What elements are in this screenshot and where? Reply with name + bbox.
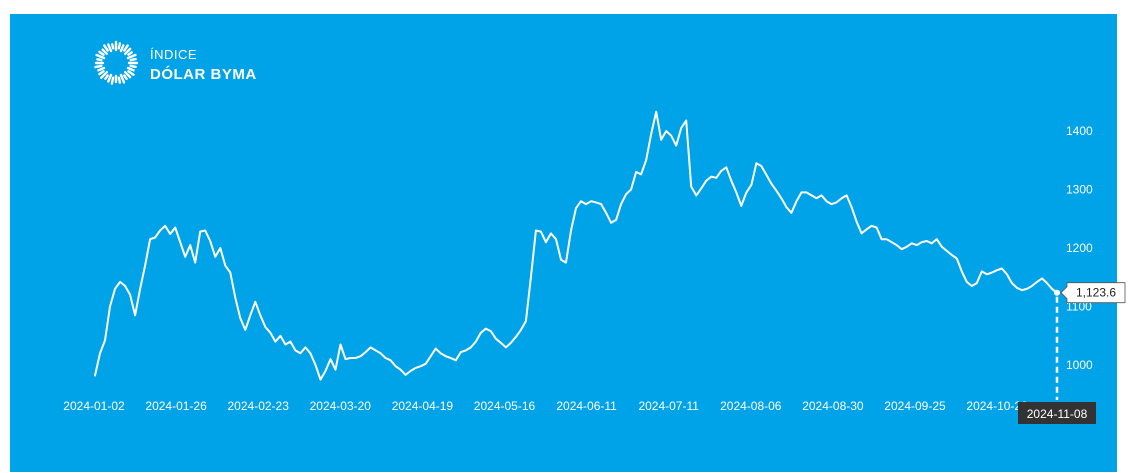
- logo-ray: [129, 57, 137, 62]
- logo-ray: [104, 74, 109, 81]
- logo-ray: [94, 64, 103, 69]
- y-tick-label: 1200: [1066, 241, 1093, 255]
- x-axis: 2024-01-02 2024-01-26 2024-02-23 2024-03-20…: [63, 399, 1028, 413]
- tooltip-date: 2024-11-08: [1027, 407, 1088, 421]
- x-tick-label: 2024-05-16: [474, 399, 536, 413]
- logo-ray: [98, 50, 105, 56]
- logo-ray: [117, 76, 122, 84]
- tooltip-date-box: [1018, 402, 1096, 424]
- logo-ray: [117, 42, 122, 50]
- y-tick-label: 1300: [1066, 183, 1093, 197]
- x-tick-label: 2024-04-19: [392, 399, 454, 413]
- logo-ray: [119, 44, 125, 53]
- logo-ray: [123, 74, 128, 81]
- logo-ray: [96, 58, 103, 62]
- logo-ray: [123, 70, 132, 79]
- data-point-marker: [1054, 289, 1060, 296]
- logo-ray: [99, 70, 109, 80]
- brand-line2: DÓLAR BYMA: [150, 65, 257, 83]
- tooltip-value-box: [1060, 282, 1126, 304]
- logo-ray: [123, 47, 132, 55]
- y-tick-label: 1000: [1066, 358, 1093, 372]
- x-tick-label: 2024-10-23: [966, 399, 1028, 413]
- logo-ray: [127, 51, 134, 56]
- logo-ray: [126, 53, 137, 60]
- logo-ray: [119, 73, 126, 84]
- logo-ray: [107, 73, 113, 83]
- y-tick-label: 1400: [1066, 124, 1093, 138]
- logo-ray: [129, 64, 137, 69]
- logo-ray: [95, 53, 106, 60]
- x-tick-label: 2024-08-30: [802, 399, 864, 413]
- brand-line1: ÍNDICE: [150, 47, 197, 62]
- logo-ray: [111, 43, 115, 50]
- logo-ray: [110, 76, 115, 85]
- logo-ray: [107, 43, 113, 53]
- x-tick-label: 2024-02-23: [228, 399, 290, 413]
- x-tick-label: 2024-08-06: [720, 399, 782, 413]
- hover-tooltip: 1,123.6 2024-11-08: [1018, 282, 1126, 424]
- logo-ray: [127, 70, 135, 76]
- logo-ray: [103, 44, 109, 52]
- x-tick-label: 2024-06-11: [556, 399, 617, 413]
- x-tick-label: 2024-03-20: [310, 399, 372, 413]
- logo-ray: [126, 66, 135, 72]
- logo-ray: [98, 70, 105, 76]
- sunburst-logo-icon: [94, 40, 139, 85]
- tooltip-value: 1,123.6: [1076, 286, 1116, 300]
- x-tick-label: 2024-01-02: [63, 399, 125, 413]
- logo-ray: [97, 66, 106, 72]
- x-tick-label: 2024-09-25: [884, 399, 946, 413]
- logo-ray: [101, 48, 109, 55]
- series-line[interactable]: [94, 110, 1058, 381]
- x-tick-label: 2024-07-11: [638, 399, 699, 413]
- logo-ray: [123, 44, 129, 52]
- x-tick-label: 2024-01-26: [145, 399, 207, 413]
